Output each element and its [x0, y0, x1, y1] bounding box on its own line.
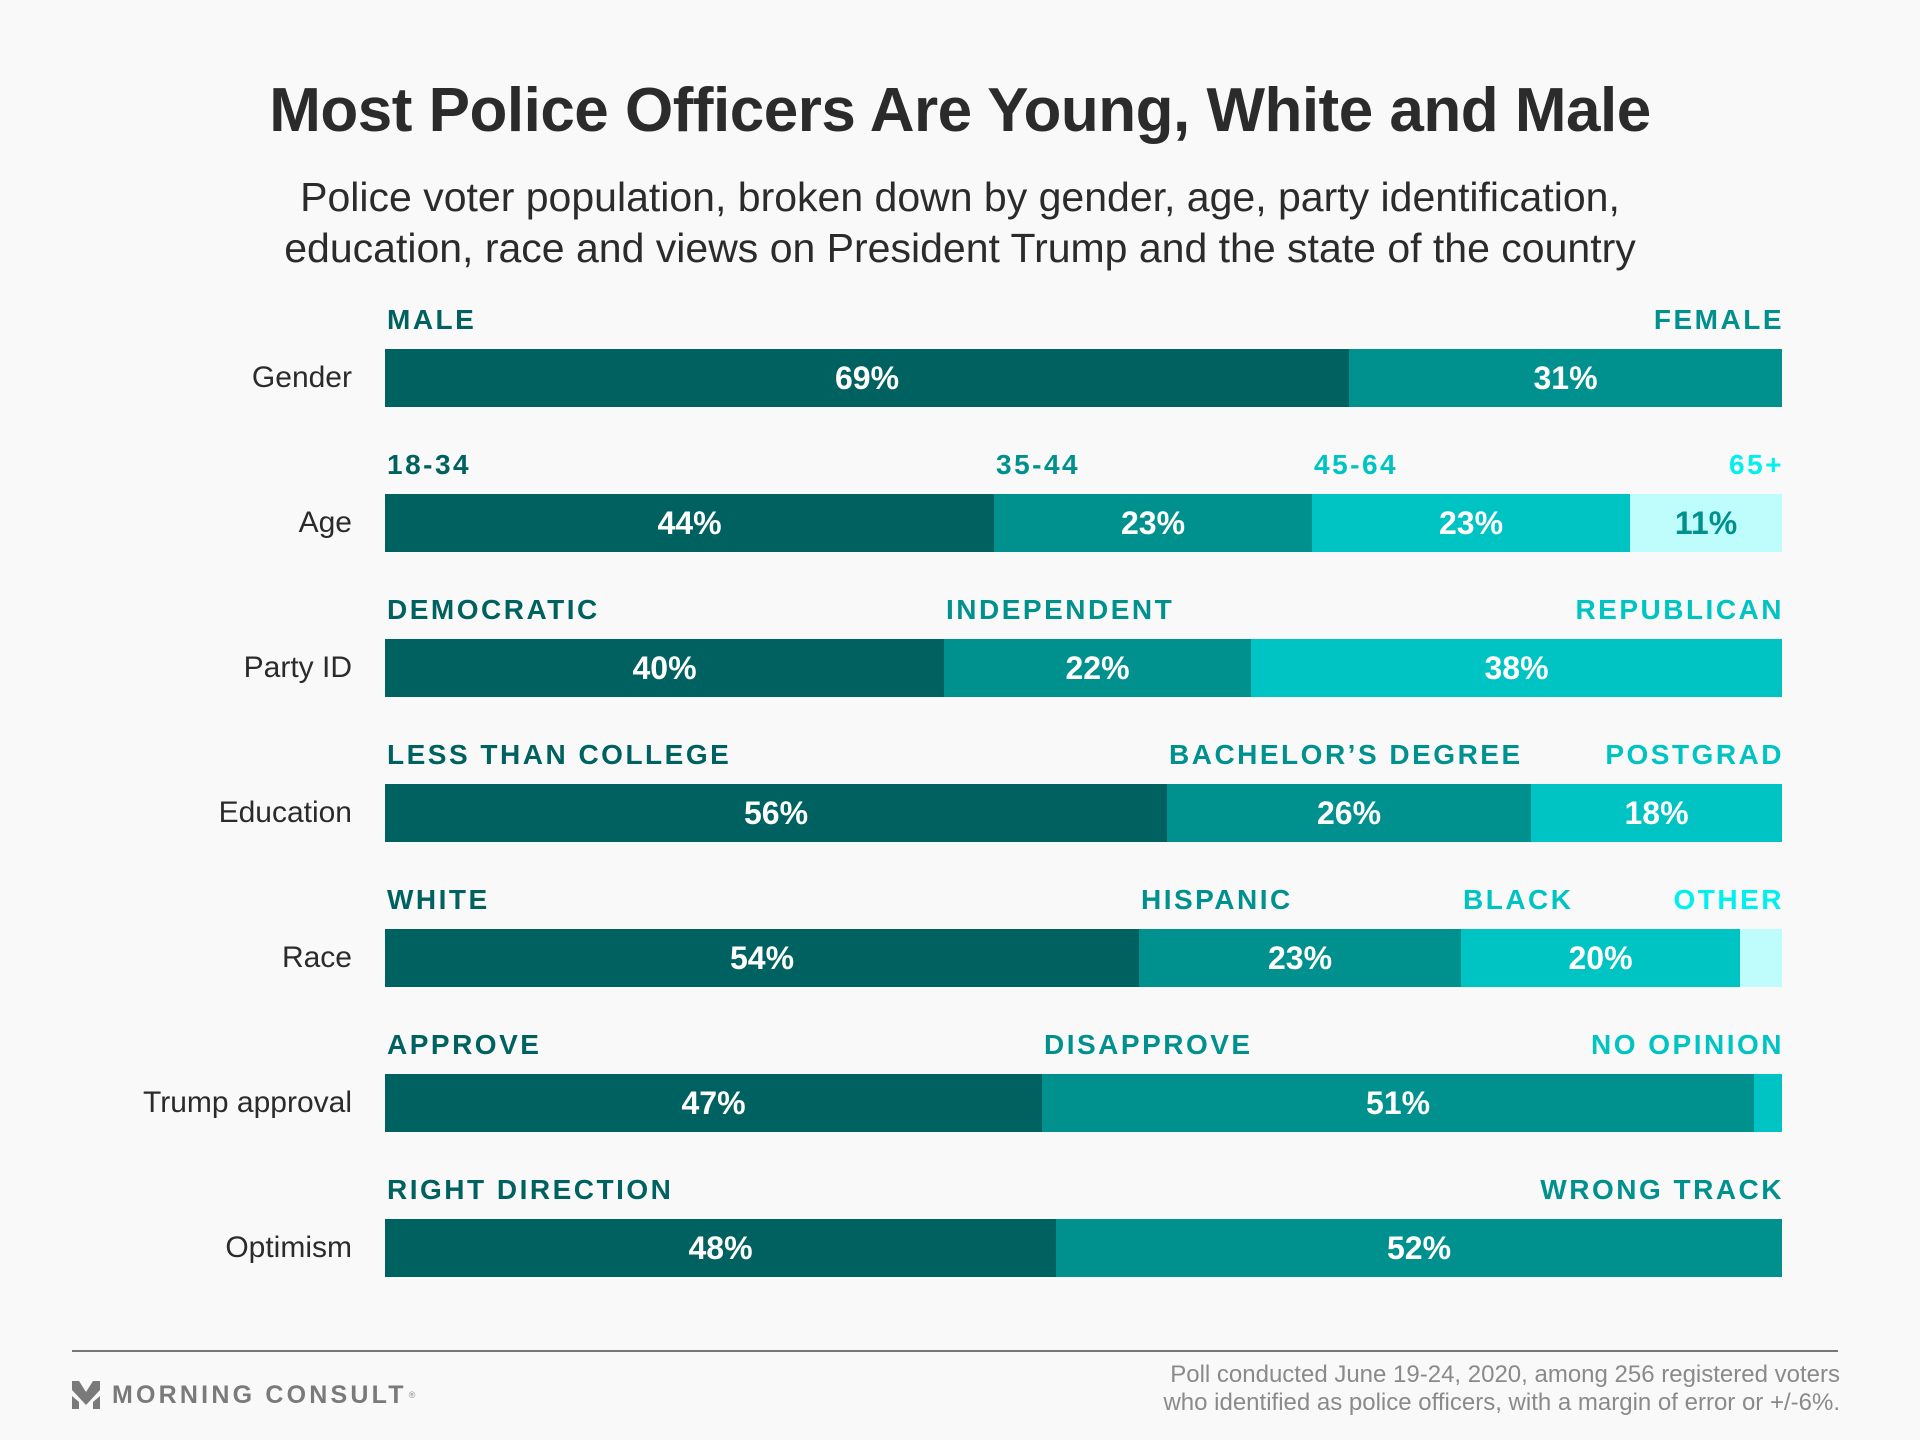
footer-divider [72, 1350, 1838, 1352]
segment-value-label: 69% [834, 359, 900, 396]
segment-category-label: WHITE [387, 884, 490, 915]
segment-category-label: APPROVE [387, 1029, 542, 1060]
segment-value-label: 20% [1568, 939, 1633, 976]
segment-value-label: 11% [1674, 504, 1738, 541]
segment-category-label: INDEPENDENT [946, 594, 1175, 625]
segment-category-label: WRONG TRACK [1540, 1174, 1784, 1205]
segment-value-label: 26% [1316, 794, 1382, 831]
segment-value-label: 52% [1386, 1229, 1452, 1266]
bar-segment: 22% [944, 639, 1251, 697]
segment-category-label: 45-64 [1314, 449, 1399, 480]
bar-segment: 52% [1056, 1219, 1782, 1277]
stacked-bar: 40% 22% 38% [385, 639, 1782, 697]
row-label: Optimism [225, 1231, 352, 1264]
segment-value-label: 48% [688, 1229, 753, 1266]
segment-category-label: DISAPPROVE [1044, 1029, 1253, 1060]
segment-category-label: LESS THAN COLLEGE [387, 739, 732, 770]
bar-segment: 44% [385, 494, 994, 552]
bar-segment: 23% [1139, 929, 1461, 987]
note-line: who identified as police officers, with … [1163, 1389, 1840, 1416]
bar-segment: 20% [1461, 929, 1740, 987]
segment-category-label: MALE [387, 304, 477, 335]
segment-value-label: 54% [729, 939, 795, 976]
segment-value-label: 47% [681, 1084, 746, 1121]
bar-segment: 54% [385, 929, 1139, 987]
bar-segment: 31% [1349, 349, 1782, 407]
segment-category-label: DEMOCRATIC [387, 594, 600, 625]
bar-segment: 69% [385, 349, 1349, 407]
stacked-bar: 69% 31% [385, 349, 1782, 407]
chart-row: Gender MALE FEMALE 69% 31% [0, 0, 1920, 407]
segment-value-label: 56% [743, 794, 809, 831]
segment-value-label: 51% [1365, 1084, 1431, 1121]
segment-category-label: NO OPINION [1590, 1029, 1784, 1060]
morning-consult-logo: MORNING CONSULT ® [72, 1378, 415, 1412]
row-label: Party ID [243, 651, 352, 684]
stacked-bar: 48% 52% [385, 1219, 1782, 1277]
bar-segment: 23% [994, 494, 1312, 552]
bar-segment: 11% [1630, 494, 1782, 552]
chart-row: Age 18-34 35-44 45-64 65+ 44% 23% 23% 11% [0, 0, 1920, 552]
row-label: Race [281, 941, 352, 974]
chart-row: Education LESS THAN COLLEGE BACHELOR’S DEG… [0, 0, 1920, 842]
segment-category-label: HISPANIC [1141, 884, 1293, 915]
brand-name: MORNING CONSULT [112, 1380, 407, 1409]
segment-value-label: 23% [1267, 939, 1333, 976]
stacked-bar: 56% 26% 18% [385, 784, 1782, 842]
bar-segment: 56% [385, 784, 1167, 842]
segment-category-label: FEMALE [1653, 304, 1784, 335]
segment-value-label: 40% [632, 649, 697, 686]
methodology-note: Poll conducted June 19-24, 2020, among 2… [1163, 1361, 1840, 1417]
row-label: Trump approval [143, 1086, 352, 1119]
segment-category-label: OTHER [1673, 884, 1784, 915]
bar-segment: 40% [385, 639, 944, 697]
segment-value-label: 38% [1484, 649, 1549, 686]
segment-category-label: BACHELOR’S DEGREE [1169, 739, 1523, 770]
stacked-bar: 44% 23% 23% 11% [385, 494, 1782, 552]
stacked-bar: 47% 51% [385, 1074, 1782, 1132]
bar-segment: 51% [1042, 1074, 1754, 1132]
chart-row: Optimism RIGHT DIRECTION WRONG TRACK 48% 52% [0, 0, 1920, 1277]
segment-value-label: 22% [1065, 649, 1130, 686]
row-label: Age [298, 506, 352, 539]
segment-category-label: BLACK [1463, 884, 1574, 915]
bar-segment: 26% [1167, 784, 1531, 842]
segment-value-label: 44% [657, 504, 722, 541]
segment-category-label: REPUBLICAN [1575, 594, 1784, 625]
bar-segment: 18% [1531, 784, 1782, 842]
segment-category-label: 65+ [1729, 449, 1784, 480]
chart-row: Party ID DEMOCRATIC INDEPENDENT REPUBLICAN 4… [0, 0, 1920, 697]
segment-category-label: POSTGRAD [1605, 739, 1784, 770]
bar-segment: 48% [385, 1219, 1056, 1277]
subtitle-line: education, race and views on President T… [284, 225, 1636, 271]
bar-segment: 23% [1312, 494, 1630, 552]
chart-row: Race WHITE HISPANIC BLACK OTHER 54% 23% 20% [0, 0, 1920, 987]
chart-subtitle: Police voter population, broken down by … [0, 172, 1920, 274]
bar-segment [1754, 1074, 1782, 1132]
chart-title: Most Police Officers Are Young, White an… [269, 76, 1651, 145]
note-line: Poll conducted June 19-24, 2020, among 2… [1170, 1361, 1840, 1388]
segment-value-label: 23% [1438, 504, 1504, 541]
segment-value-label: 23% [1120, 504, 1186, 541]
chart-row: Trump approval APPROVE DISAPPROVE NO OPINIO… [0, 0, 1920, 1132]
stacked-bar: 54% 23% 20% [385, 929, 1782, 987]
bar-segment [1740, 929, 1782, 987]
bar-segment: 38% [1251, 639, 1782, 697]
subtitle-line: Police voter population, broken down by … [300, 174, 1620, 220]
registered-mark-icon: ® [408, 1390, 416, 1400]
bar-segment: 47% [385, 1074, 1042, 1132]
morning-consult-logo-icon [72, 1381, 100, 1409]
row-label: Education [218, 796, 352, 829]
segment-value-label: 31% [1533, 359, 1598, 396]
segment-category-label: 35-44 [996, 449, 1081, 480]
segment-value-label: 18% [1624, 794, 1689, 831]
segment-category-label: RIGHT DIRECTION [387, 1174, 674, 1205]
segment-category-label: 18-34 [387, 449, 472, 480]
row-label: Gender [251, 361, 352, 394]
